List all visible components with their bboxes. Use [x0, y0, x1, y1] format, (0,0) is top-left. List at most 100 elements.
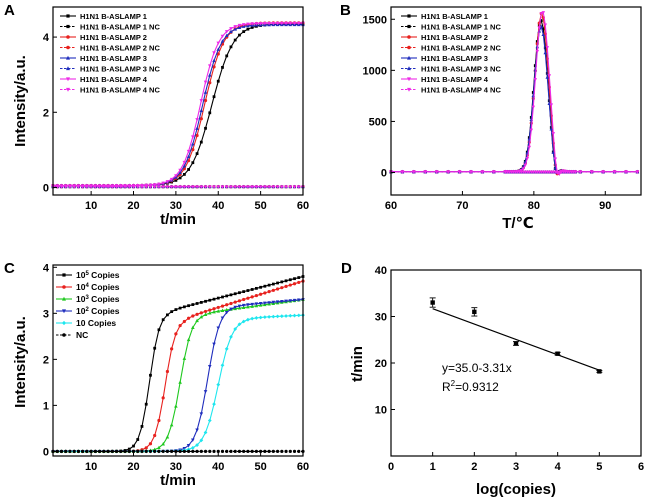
data-point — [182, 164, 187, 168]
panel-c-xtick-label: 50 — [255, 461, 267, 473]
data-point — [480, 170, 485, 175]
data-point — [195, 443, 199, 447]
data-point — [233, 300, 237, 304]
data-point — [191, 161, 195, 165]
data-point — [63, 185, 68, 189]
data-point — [225, 54, 229, 58]
data-point — [216, 47, 221, 51]
data-point — [97, 185, 102, 189]
data-point — [187, 168, 190, 171]
data-point — [263, 21, 267, 26]
legend-item: 105 Copies — [56, 270, 120, 280]
data-point — [148, 449, 153, 453]
data-point — [212, 307, 216, 311]
x-axis-title: t/min — [160, 211, 196, 228]
data-point — [110, 449, 114, 453]
panel-c-ytick-label: 1 — [43, 400, 49, 412]
legend-marker — [66, 45, 70, 50]
data-point — [216, 79, 220, 83]
data-point — [242, 30, 246, 33]
fit-equation: y=35.0-3.31x — [442, 361, 512, 375]
data-point — [288, 283, 292, 287]
data-point — [224, 33, 229, 37]
point-marker — [555, 351, 560, 356]
legend-item: H1N1 B-ASLAMP 4 — [401, 75, 489, 84]
data-point — [72, 449, 76, 453]
data-point — [174, 174, 178, 178]
data-point — [195, 449, 199, 453]
data-point — [229, 334, 233, 339]
data-point — [68, 185, 72, 189]
data-point — [254, 449, 258, 453]
data-point — [220, 304, 225, 308]
data-point — [275, 287, 280, 291]
legend-item: 104 Copies — [56, 282, 120, 292]
data-point — [161, 185, 165, 189]
data-point — [292, 282, 297, 286]
data-point — [191, 185, 195, 189]
y-axis-title: t/min — [349, 346, 366, 382]
data-point — [204, 126, 207, 130]
data-point — [280, 300, 284, 304]
data-point — [140, 449, 144, 453]
data-point — [596, 369, 603, 374]
data-point — [89, 449, 93, 453]
data-point — [212, 342, 216, 347]
data-point — [292, 298, 297, 303]
data-point — [284, 21, 288, 26]
legend-label: 102 Copies — [76, 306, 120, 316]
legend-label: H1N1 B-ASLAMP 3 — [80, 54, 147, 63]
data-point — [237, 449, 242, 453]
plot-frame — [52, 264, 304, 457]
panel-b-ytick-label: 1500 — [363, 14, 387, 26]
data-point — [543, 23, 548, 27]
data-point — [258, 21, 263, 26]
data-point — [263, 284, 267, 288]
data-point — [267, 314, 272, 319]
legend-item: H1N1 B-ASLAMP 4 — [60, 75, 148, 84]
data-point — [271, 185, 276, 189]
legend-item: H1N1 B-ASLAMP 3 — [60, 54, 147, 63]
legend-label: H1N1 B-ASLAMP 4 NC — [80, 86, 160, 95]
data-point — [106, 449, 110, 453]
data-point — [106, 185, 110, 189]
data-point — [204, 299, 207, 303]
panel-c-xtick-label: 40 — [212, 461, 224, 473]
data-point — [85, 185, 89, 189]
data-point — [161, 181, 165, 186]
data-point — [434, 170, 439, 175]
data-point — [224, 307, 229, 312]
data-point — [157, 185, 161, 189]
legend-item: H1N1 B-ASLAMP 3 NC — [401, 65, 501, 74]
data-point — [246, 27, 250, 31]
data-point — [250, 185, 254, 189]
data-point — [199, 140, 203, 144]
data-point — [233, 185, 238, 189]
data-point — [233, 327, 238, 331]
legend-label: NC — [76, 330, 88, 340]
data-point — [471, 307, 478, 317]
data-point — [136, 449, 140, 453]
data-point — [195, 318, 199, 323]
data-point — [131, 449, 136, 453]
panel-a-xtick-label: 50 — [255, 200, 267, 212]
legend-item: H1N1 B-ASLAMP 4 NC — [60, 86, 160, 95]
data-point — [275, 314, 280, 319]
data-point — [207, 418, 212, 423]
data-point — [165, 369, 170, 374]
data-point — [76, 449, 81, 453]
data-point — [199, 311, 203, 315]
data-point — [152, 185, 157, 189]
data-point — [296, 313, 301, 318]
data-point — [161, 318, 165, 322]
panel-c-ytick-label: 2 — [43, 354, 49, 366]
panel-a-xtick-label: 60 — [297, 200, 309, 212]
legend-item: 102 Copies — [56, 306, 120, 316]
data-point — [554, 351, 561, 356]
data-point — [539, 12, 544, 16]
data-point — [275, 21, 280, 26]
point-marker — [430, 300, 435, 305]
data-point — [59, 449, 64, 453]
data-point — [220, 34, 225, 39]
legend-label: H1N1 B-ASLAMP 1 — [421, 12, 488, 21]
